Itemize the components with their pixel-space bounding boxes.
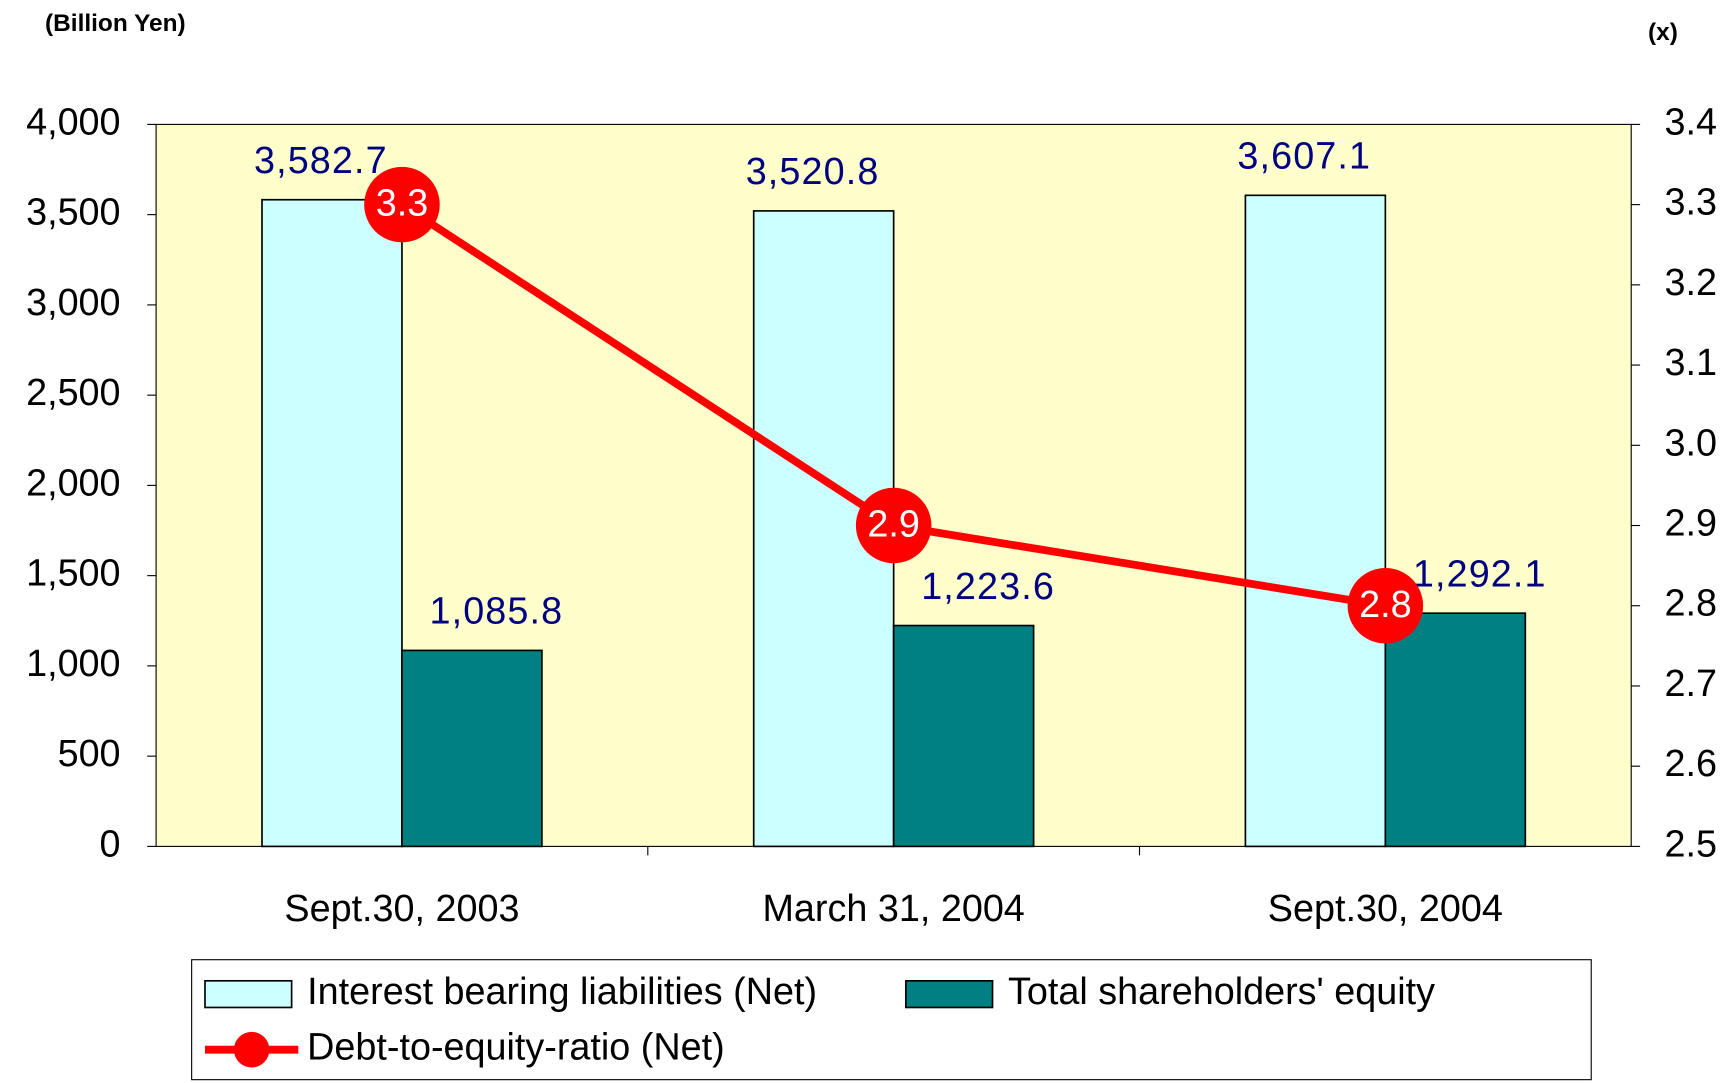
y-tick-label: 3,000 — [26, 282, 120, 324]
y2-tick-label: 3.1 — [1665, 342, 1717, 384]
value-label: 1,292.1 — [1413, 553, 1547, 595]
ratio-label: 2.9 — [867, 504, 919, 546]
legend-symbol — [905, 979, 994, 1009]
ratio-label: 3.3 — [376, 183, 428, 225]
value-label: 3,607.1 — [1237, 136, 1371, 178]
y-tick-label: 2,000 — [26, 462, 120, 504]
bar — [261, 198, 403, 848]
y-tick-label: 500 — [58, 733, 121, 775]
y-tick-label: 1,500 — [26, 553, 120, 595]
value-label: 3,520.8 — [746, 151, 880, 193]
y-tick-label: 0 — [100, 823, 121, 865]
y2-tick-label: 2.5 — [1665, 823, 1717, 865]
x-tick-label: March 31, 2004 — [762, 888, 1024, 930]
value-label: 1,223.6 — [921, 566, 1055, 608]
y2-axis-unit: (x) — [1648, 19, 1678, 46]
y-axis-unit: (Billion Yen) — [45, 10, 186, 37]
value-label: 3,582.7 — [254, 140, 388, 182]
y2-tick-label: 3.4 — [1665, 101, 1717, 143]
legend-symbol — [233, 1031, 270, 1068]
y-tick-label: 2,500 — [26, 372, 120, 414]
y2-tick-label: 2.8 — [1665, 583, 1717, 625]
y2-tick-label: 3.0 — [1665, 422, 1717, 464]
y-tick-label: 1,000 — [26, 643, 120, 685]
bar — [892, 624, 1035, 848]
y-tick-label: 3,500 — [26, 192, 120, 234]
y2-tick-label: 2.6 — [1665, 743, 1717, 785]
y2-tick-label: 2.7 — [1665, 663, 1717, 705]
y2-tick-label: 3.2 — [1665, 262, 1717, 304]
bar — [401, 649, 543, 848]
x-tick-label: Sept.30, 2003 — [284, 888, 519, 930]
bar — [1384, 612, 1527, 848]
y2-tick-label: 2.9 — [1665, 502, 1717, 544]
ratio-marker — [1347, 567, 1424, 644]
bar — [1244, 194, 1387, 848]
value-label: 1,085.8 — [430, 591, 564, 633]
legend-symbol — [204, 979, 293, 1009]
legend-label: Interest bearing liabilities (Net) — [307, 971, 817, 1013]
ratio-marker — [364, 166, 440, 243]
legend-label: Debt-to-equity-ratio (Net) — [307, 1027, 724, 1069]
y2-tick-label: 3.3 — [1665, 182, 1717, 224]
x-tick-label: Sept.30, 2004 — [1268, 888, 1503, 930]
legend-label: Total shareholders' equity — [1008, 971, 1435, 1013]
ratio-label: 2.8 — [1359, 584, 1411, 626]
legend-box — [191, 959, 1592, 1081]
ratio-marker — [855, 487, 932, 564]
y-tick-label: 4,000 — [26, 101, 120, 143]
